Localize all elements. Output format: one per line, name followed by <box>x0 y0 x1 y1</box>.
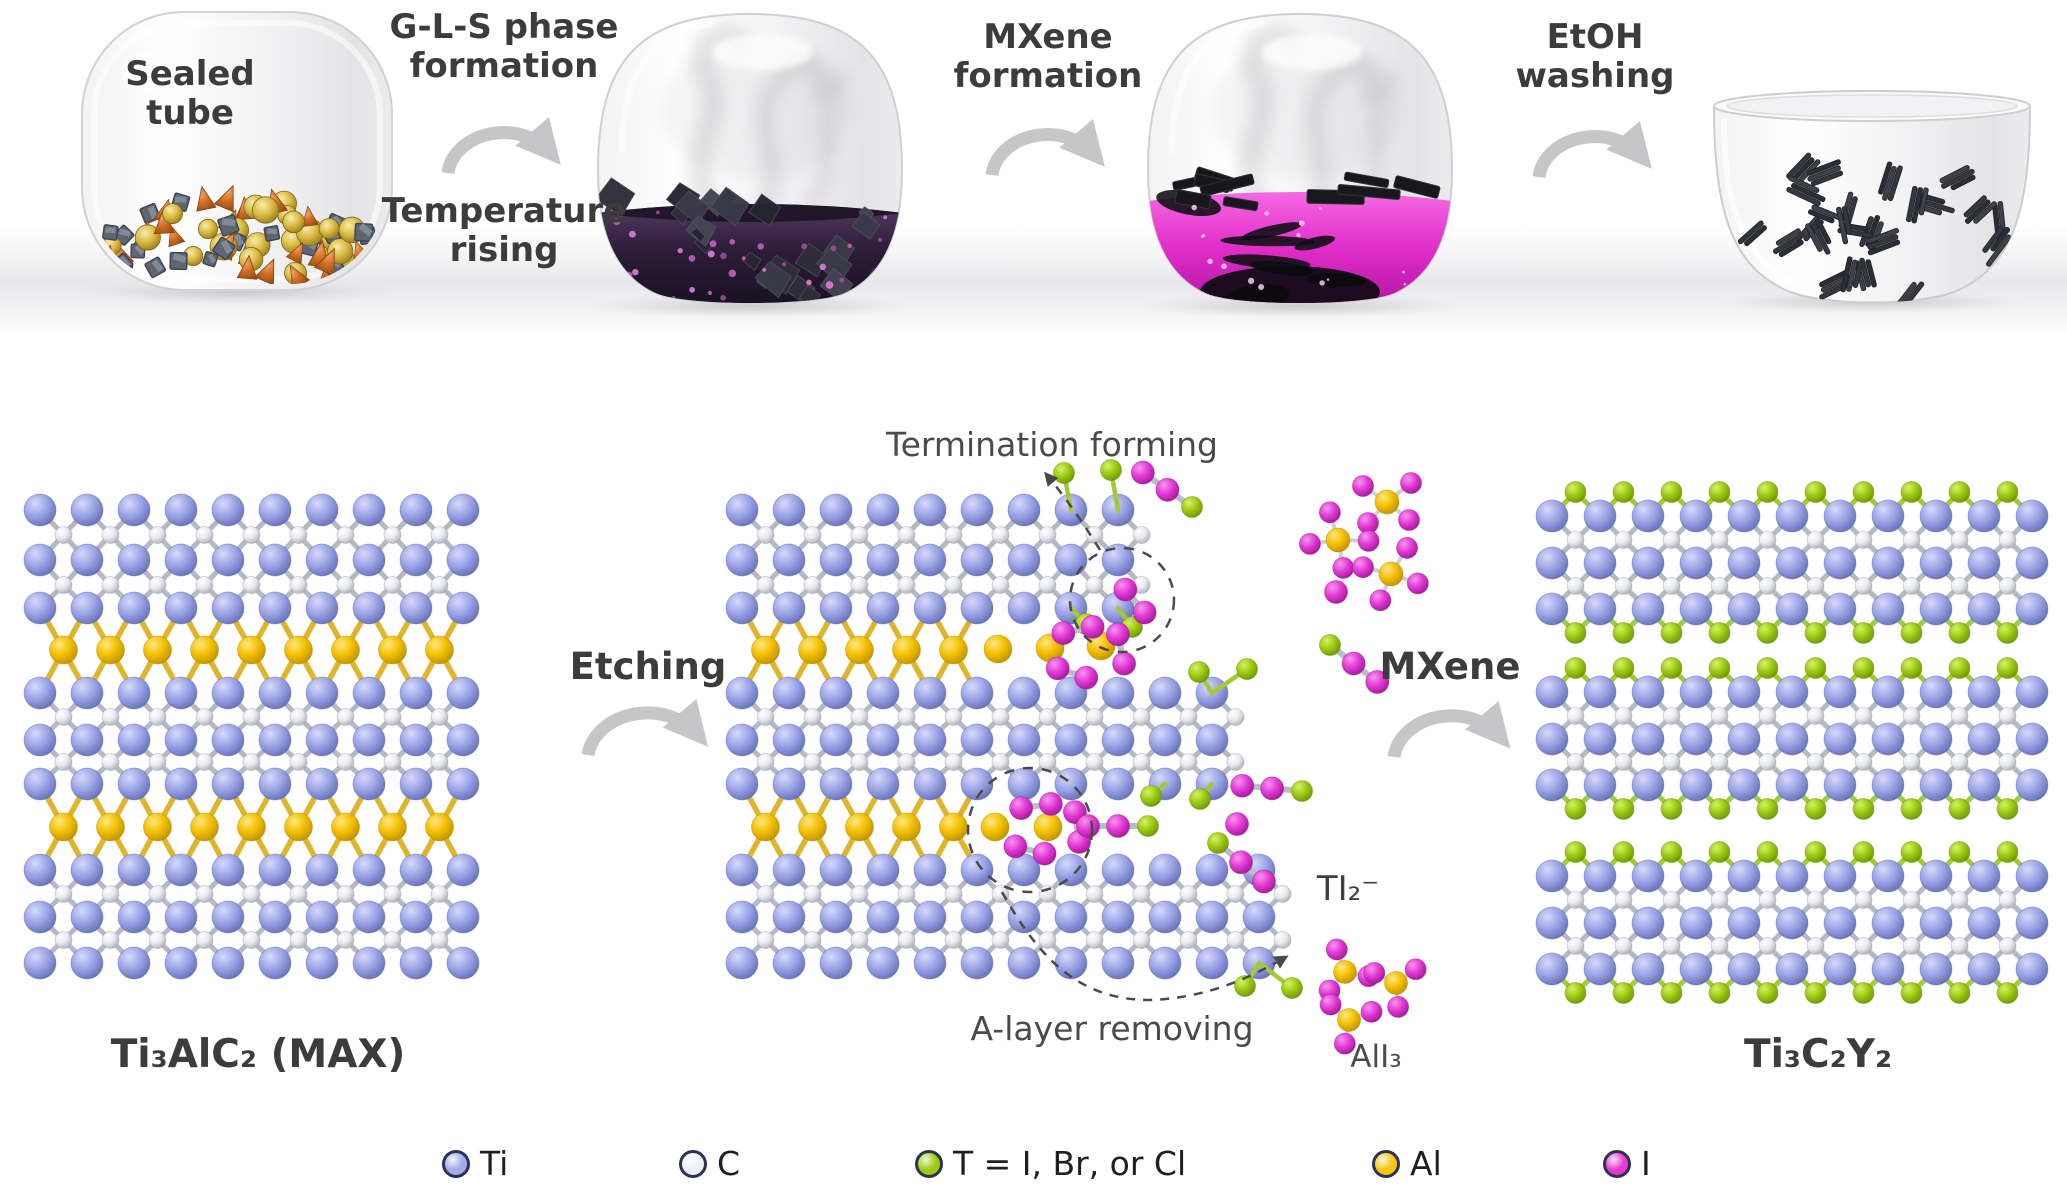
legend-item-t: T = I, Br, or Cl <box>915 1144 1186 1183</box>
process-arrows <box>441 116 1652 759</box>
legend-label-al: Al <box>1410 1144 1442 1183</box>
a-layer-removing-annotation: A-layer removing <box>970 1009 1254 1048</box>
free-molecules <box>980 459 1429 1055</box>
legend-item-c: C <box>679 1144 740 1183</box>
step-label-gls-phase: G-L-S phase formation <box>389 7 619 87</box>
dashed-annotations <box>966 471 1289 1002</box>
etching-label: Etching <box>569 645 727 688</box>
legend-item-ti: Ti <box>442 1144 508 1183</box>
sealed-tube-label: Sealed tube <box>125 54 255 134</box>
c-atom-icon <box>679 1149 707 1178</box>
max-formula-label: Ti₃AlC₂ (MAX) <box>110 1032 406 1077</box>
legend-item-al: Al <box>1372 1144 1442 1183</box>
termination-forming-annotation: Termination forming <box>886 425 1218 464</box>
ti2-species-label: TI₂⁻ <box>1316 869 1380 909</box>
step-sublabel-temperature-rising: Temperature rising <box>381 191 627 271</box>
mxene-label: MXene <box>1379 645 1521 688</box>
legend-item-i: I <box>1603 1144 1651 1183</box>
beaker-washed-mxene <box>1712 89 2032 304</box>
i-atom-icon <box>1603 1149 1631 1178</box>
step-label-etoh-washing: EtOH washing <box>1515 17 1675 97</box>
legend-label-t: T = I, Br, or Cl <box>953 1144 1187 1183</box>
ti-atom-icon <box>442 1149 470 1178</box>
step-label-mxene-formation: MXene formation <box>953 17 1143 97</box>
lattice-max-phase <box>23 493 480 980</box>
product-formula-label: Ti₃C₂Y₂ <box>1743 1032 1893 1077</box>
legend-label-i: I <box>1641 1144 1651 1183</box>
legend-label-c: C <box>717 1144 741 1183</box>
al-atom-icon <box>1372 1149 1400 1178</box>
legend-label-ti: Ti <box>480 1144 509 1183</box>
t-atom-icon <box>915 1149 943 1178</box>
lattice-etching-intermediate <box>725 493 1292 980</box>
ali3-species-label: AlI₃ <box>1350 1039 1402 1075</box>
vessel-mxene-formation <box>1146 12 1454 304</box>
vessel-gls-phase <box>596 12 904 304</box>
lattice-mxene-product <box>1535 481 2049 1004</box>
